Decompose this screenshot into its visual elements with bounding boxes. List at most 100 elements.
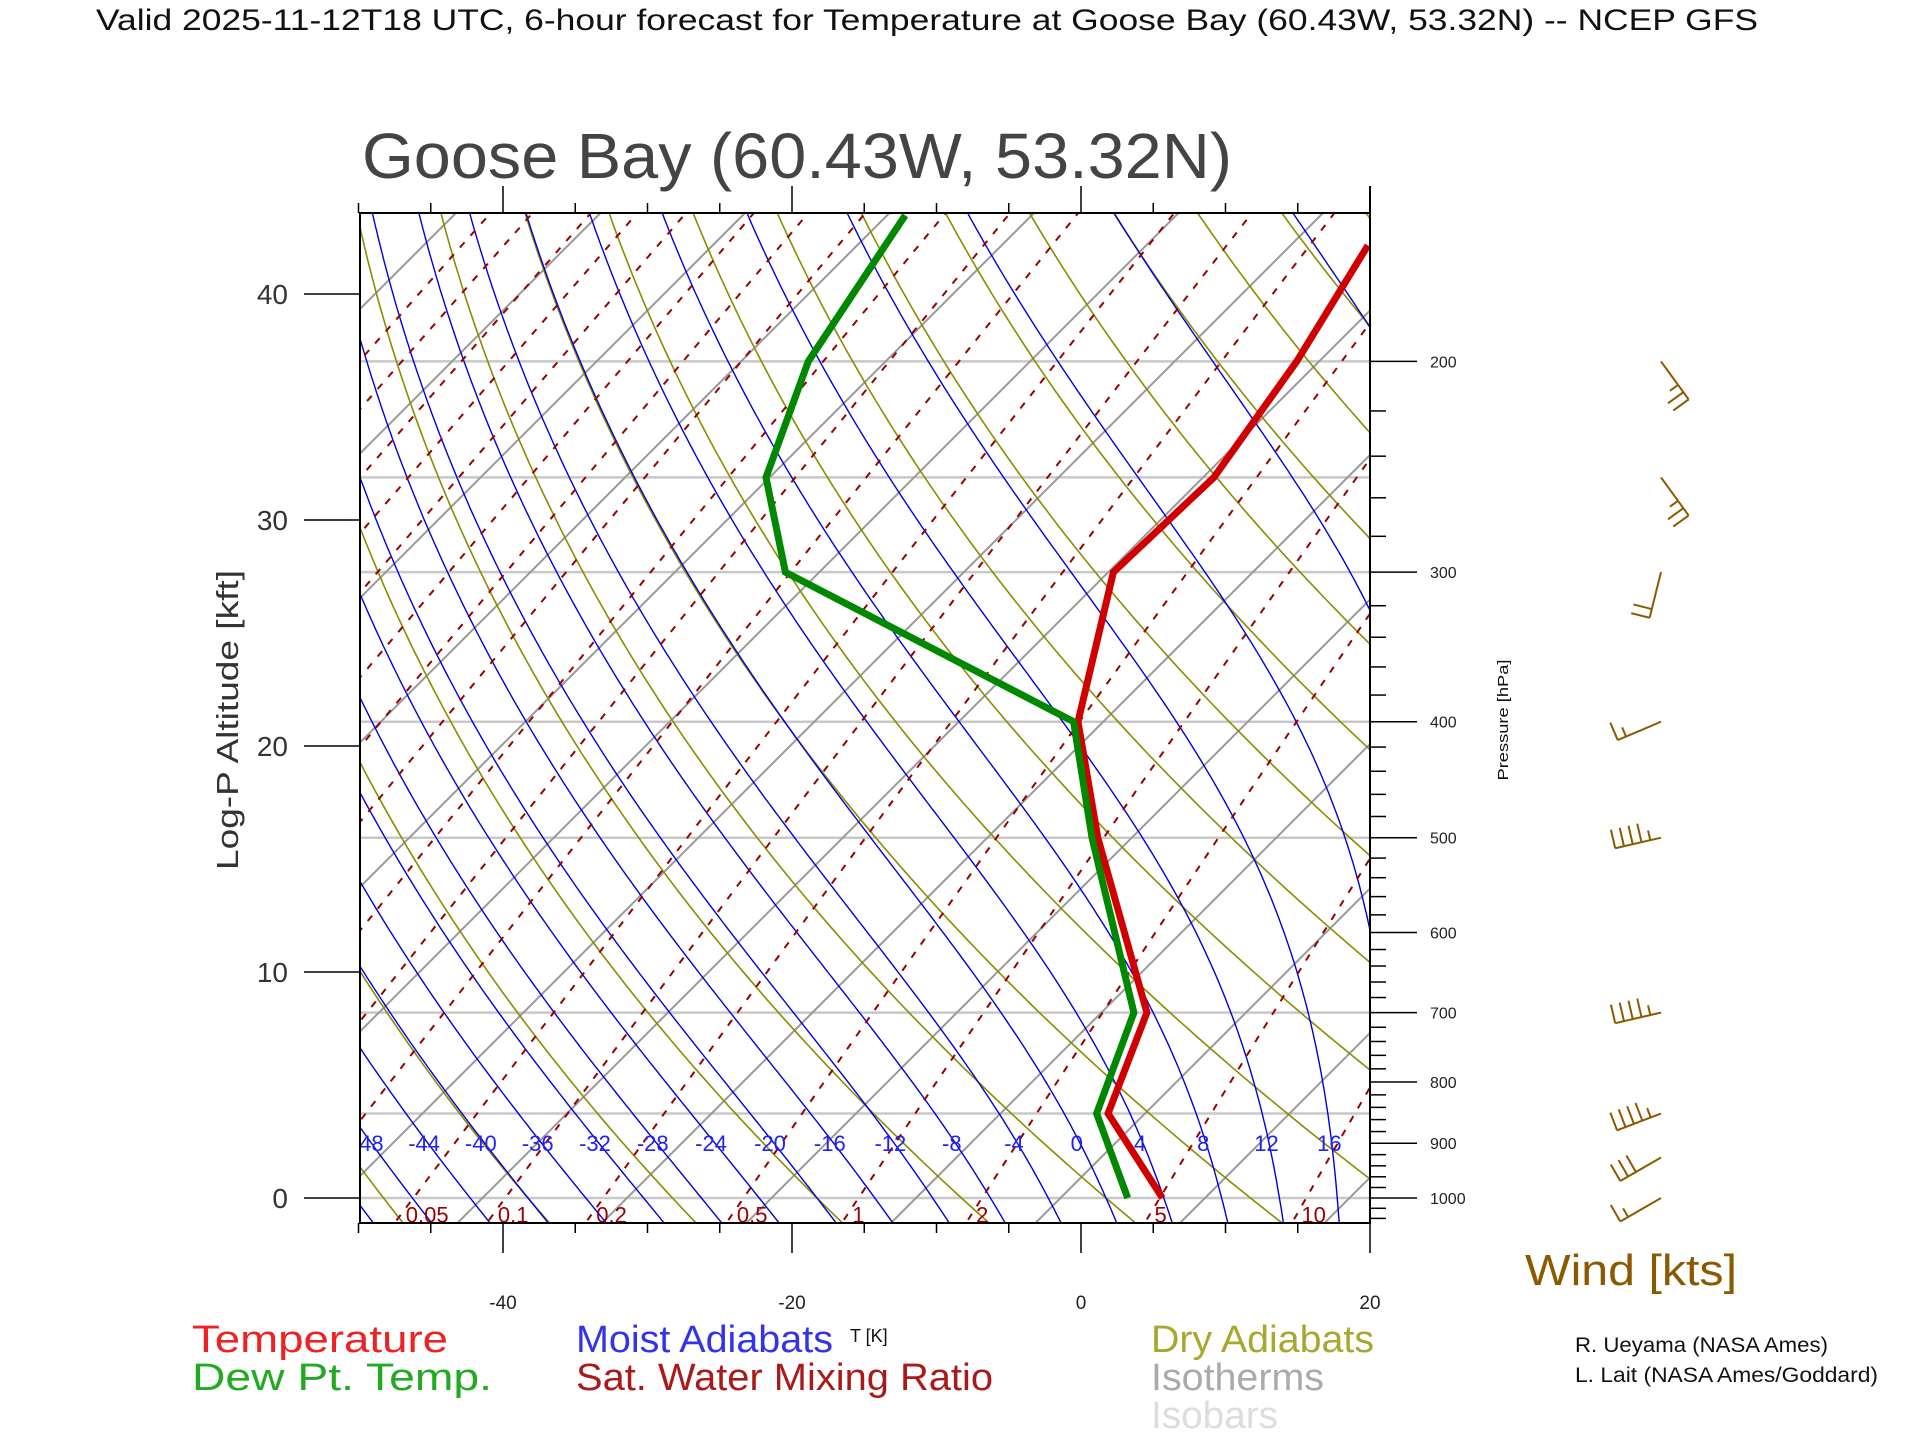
wind-barb-full bbox=[1672, 514, 1690, 528]
mixing-ratio-line bbox=[840, 457, 1370, 1223]
isotherm-line bbox=[601, 453, 1370, 1223]
dry-adiabat-line bbox=[440, 213, 1137, 1223]
mixing-ratio-line bbox=[1669, 183, 1920, 1233]
mixing-ratio-line bbox=[360, 213, 1080, 1123]
moist-adiabat-line bbox=[0, 179, 206, 1234]
wind-barb-full bbox=[1667, 391, 1684, 405]
y-tick-label: 40 bbox=[257, 279, 288, 310]
legend-isotherms: Isotherms bbox=[1151, 1357, 1324, 1399]
wind-barb bbox=[1609, 823, 1662, 850]
moist-adiabat-line bbox=[360, 791, 666, 1223]
dry-adiabat-line bbox=[1028, 213, 1370, 646]
moist-adiabat-line bbox=[1113, 213, 1370, 613]
isotherm-line bbox=[1179, 1031, 1370, 1223]
pressure-tick-label: 1000 bbox=[1430, 1191, 1466, 1208]
wind-barb-staff bbox=[1616, 1112, 1662, 1132]
pressure-tick-label: 600 bbox=[1430, 925, 1457, 942]
isotherm-line bbox=[360, 213, 1324, 1178]
isotherm-line bbox=[1758, 213, 1920, 1223]
sounding-profiles bbox=[762, 213, 1370, 1200]
mixing-ratio-label: 0.05 bbox=[406, 1202, 449, 1227]
moist-adiabat-label: 12 bbox=[1254, 1131, 1278, 1156]
mixing-ratio-line bbox=[360, 213, 947, 933]
x-axis-label: T [K] bbox=[850, 1326, 888, 1346]
moist-adiabat-line bbox=[468, 213, 1062, 1223]
wind-barb-full bbox=[1630, 612, 1650, 619]
wind-barb-full bbox=[1627, 825, 1634, 845]
dry-adiabat-line bbox=[944, 213, 1370, 751]
mixing-ratio-line bbox=[1290, 1085, 1370, 1223]
wind-barb bbox=[1609, 720, 1662, 741]
wind-barb-full bbox=[1636, 823, 1643, 843]
mixing-ratio-line bbox=[360, 213, 534, 411]
mixing-ratio-label: 0.1 bbox=[498, 1202, 529, 1227]
pressure-tick-label: 800 bbox=[1430, 1075, 1457, 1092]
moist-adiabat-label: -24 bbox=[695, 1131, 727, 1156]
dry-adiabat-line bbox=[1509, 183, 1920, 1233]
wind-barb-full bbox=[1634, 1102, 1644, 1122]
mixing-ratio-line bbox=[360, 213, 593, 480]
y-axis-label: Log-P Altitude [kft] bbox=[210, 570, 245, 870]
moist-adiabat-line bbox=[525, 213, 1118, 1223]
mixing-ratio-line bbox=[584, 213, 1336, 1223]
wind-barb-staff bbox=[1619, 1197, 1662, 1223]
dry-adiabat-line bbox=[360, 525, 844, 1223]
moist-adiabat-label: -36 bbox=[522, 1131, 554, 1156]
legend-mixing-ratio: Sat. Water Mixing Ratio bbox=[576, 1357, 993, 1399]
dry-adiabat-line bbox=[1196, 213, 1370, 435]
dry-adiabat-line bbox=[1112, 213, 1370, 540]
x-tick-label: 20 bbox=[1359, 1293, 1380, 1314]
wind-barb-full bbox=[1633, 603, 1653, 611]
wind-barb-full bbox=[1617, 1159, 1629, 1177]
credit-line-2: L. Lait (NASA Ames/Goddard) bbox=[1575, 1364, 1878, 1387]
isotherm-line bbox=[1613, 213, 1920, 1223]
wind-barb-staff bbox=[1619, 1156, 1662, 1182]
wind-barb bbox=[1630, 571, 1662, 619]
isotherm-line bbox=[360, 213, 1035, 889]
x-tick-label: -20 bbox=[778, 1293, 805, 1314]
pressure-tick-label: 500 bbox=[1430, 831, 1457, 848]
wind-barb-full bbox=[1609, 1112, 1619, 1131]
mixing-ratio-line bbox=[360, 213, 492, 362]
mixing-ratio-line bbox=[964, 611, 1370, 1223]
y-tick-label: 20 bbox=[257, 731, 288, 762]
mixing-ratio-label: 2 bbox=[976, 1202, 988, 1227]
isotherm-line bbox=[360, 213, 602, 455]
mixing-ratio-line bbox=[485, 213, 1254, 1223]
mixing-ratio-label: 5 bbox=[1154, 1202, 1166, 1227]
moist-adiabat-label: 4 bbox=[1134, 1131, 1146, 1156]
wind-barb-half bbox=[1622, 1207, 1629, 1218]
wind-barb-half bbox=[1647, 830, 1652, 841]
dry-adiabat-line bbox=[608, 213, 1370, 1180]
moist-adiabat-label: -4 bbox=[1004, 1131, 1024, 1156]
legend-dry-adiabats: Dry Adiabats bbox=[1151, 1319, 1374, 1361]
isotherm-line bbox=[360, 213, 891, 744]
dry-adiabat-line bbox=[776, 213, 1370, 964]
moist-adiabat-label: -8 bbox=[942, 1131, 962, 1156]
dry-adiabat-line bbox=[692, 213, 1370, 1072]
legend-moist-adiabats: Moist Adiabats bbox=[576, 1319, 833, 1361]
moist-adiabat-line bbox=[360, 1046, 491, 1223]
x-tick-label: -40 bbox=[489, 1293, 516, 1314]
moist-adiabat-line bbox=[360, 475, 838, 1223]
dry-adiabat-line bbox=[360, 969, 551, 1223]
moist-adiabat-line bbox=[360, 336, 894, 1223]
pressure-tick-label: 200 bbox=[1430, 354, 1457, 371]
wind-barbs bbox=[1609, 360, 1690, 1223]
wind-label: Wind [kts] bbox=[1525, 1246, 1737, 1295]
pressure-tick-label: 300 bbox=[1430, 565, 1457, 582]
legend-temperature: Temperature bbox=[192, 1319, 448, 1361]
moist-adiabat-line bbox=[588, 213, 1174, 1223]
wind-barb-full bbox=[1627, 1000, 1634, 1020]
wind-barb-full bbox=[1667, 507, 1684, 521]
wind-barb bbox=[1609, 998, 1662, 1025]
mixing-ratio-line bbox=[393, 213, 1176, 1223]
mixing-ratio-line bbox=[725, 321, 1370, 1223]
wind-barb-full bbox=[1636, 998, 1643, 1018]
y-tick-label: 30 bbox=[257, 505, 288, 536]
wind-barb-staff bbox=[1617, 720, 1662, 741]
x-tick-label: 0 bbox=[1076, 1293, 1087, 1314]
moist-adiabat-label: 0 bbox=[1071, 1131, 1083, 1156]
wind-barb-full bbox=[1617, 1109, 1627, 1128]
